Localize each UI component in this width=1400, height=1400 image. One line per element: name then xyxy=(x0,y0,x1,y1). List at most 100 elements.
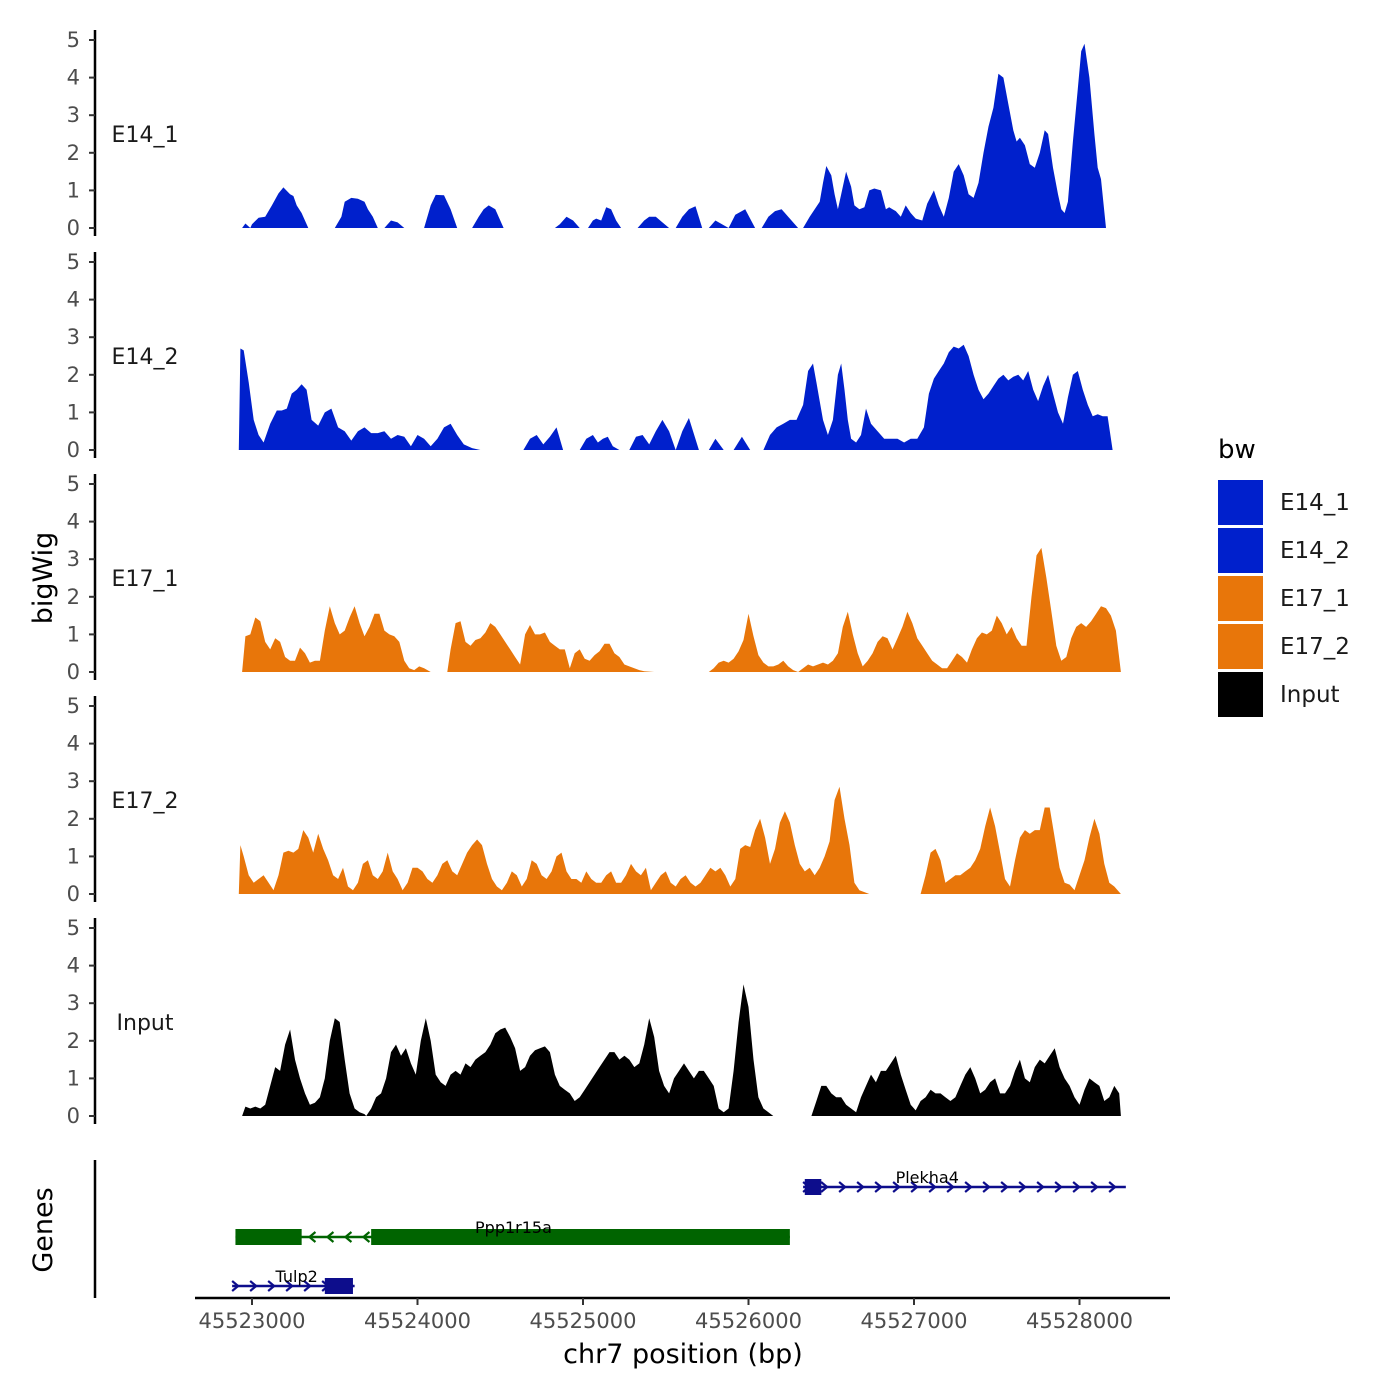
y-axis-title: bigWig xyxy=(28,532,59,625)
strand-arrow xyxy=(231,1280,240,1292)
track-label: E14_2 xyxy=(112,345,179,370)
x-tick-label: 45527000 xyxy=(861,1309,968,1333)
track-label: E17_1 xyxy=(112,567,179,592)
strand-arrow xyxy=(946,1181,955,1193)
signal-area xyxy=(733,436,751,450)
signal-area xyxy=(629,419,676,450)
strand-arrow xyxy=(820,1181,829,1193)
strand-arrow xyxy=(285,1280,294,1292)
y-tick-label: 1 xyxy=(67,178,80,202)
gene-exon xyxy=(235,1229,302,1245)
signal-area xyxy=(554,216,580,228)
signal-area xyxy=(242,187,309,228)
gene-Ppp1r15a: Ppp1r15a xyxy=(235,1218,790,1245)
track-E14_2: 0 1 2 3 4 5 E14_2 xyxy=(67,250,1121,462)
strand-arrow xyxy=(964,1181,973,1193)
signal-area xyxy=(579,435,620,450)
y-tick-label: 4 xyxy=(67,66,80,90)
legend-entry: E17_1 xyxy=(1218,576,1350,621)
y-tick-label: 1 xyxy=(67,622,80,646)
signal-area xyxy=(675,418,699,450)
track-label: Input xyxy=(117,1011,174,1036)
strand-arrow xyxy=(1054,1181,1063,1193)
legend-label: E14_1 xyxy=(1280,490,1350,516)
legend: bw E14_1 E14_2 E17_1 E17_2 Input xyxy=(1218,435,1350,717)
strand-arrow xyxy=(325,1231,335,1243)
strand-arrow xyxy=(1036,1181,1045,1193)
y-tick-label: 3 xyxy=(67,991,80,1015)
y-tick-label: 3 xyxy=(67,103,80,127)
legend-swatch xyxy=(1218,528,1263,573)
x-axis-title: chr7 position (bp) xyxy=(563,1339,803,1370)
gene-exon xyxy=(804,1179,822,1195)
signal-area xyxy=(803,43,1121,228)
y-tick-label: 0 xyxy=(67,882,80,906)
strand-arrow xyxy=(1108,1181,1117,1193)
strand-arrow xyxy=(1090,1181,1099,1193)
y-tick-label: 4 xyxy=(67,732,80,756)
y-tick-label: 3 xyxy=(67,547,80,571)
y-tick-label: 3 xyxy=(67,325,80,349)
signal-area xyxy=(334,197,378,228)
legend-entry: E14_1 xyxy=(1218,480,1350,525)
gene-label: Tulp2 xyxy=(275,1267,318,1286)
y-tick-label: 2 xyxy=(67,585,80,609)
x-axis: 45523000 45524000 45525000 45526000 45527000… xyxy=(195,1296,1170,1333)
track-E17_1: 0 1 2 3 4 5 E17_1 xyxy=(67,472,1121,684)
x-tick-label: 45523000 xyxy=(199,1309,306,1333)
signal-area xyxy=(472,205,504,228)
legend-label: E17_2 xyxy=(1280,634,1350,660)
strand-arrow xyxy=(856,1181,865,1193)
signal-area xyxy=(761,209,799,228)
y-tick-label: 2 xyxy=(67,1029,80,1053)
legend-swatch xyxy=(1218,480,1263,525)
signal-area xyxy=(763,344,1121,450)
signal-area xyxy=(811,1048,1121,1116)
signal-area xyxy=(708,547,1121,672)
signal-area xyxy=(728,209,756,228)
signal-area xyxy=(588,207,622,228)
signal-area xyxy=(675,206,703,228)
y-tick-label: 0 xyxy=(67,660,80,684)
legend-label: E17_1 xyxy=(1280,586,1350,612)
legend-entry: E14_2 xyxy=(1218,528,1350,573)
legend-swatch xyxy=(1218,624,1263,669)
y-tick-label: 5 xyxy=(67,28,80,52)
signal-area xyxy=(366,984,789,1116)
x-tick-label: 45528000 xyxy=(1026,1309,1133,1333)
strand-arrow xyxy=(361,1231,371,1243)
signal-area xyxy=(708,220,729,228)
legend-title: bw xyxy=(1218,435,1256,465)
y-tick-label: 1 xyxy=(67,844,80,868)
gene-label: Ppp1r15a xyxy=(475,1218,552,1237)
y-tick-label: 5 xyxy=(67,472,80,496)
y-tick-label: 5 xyxy=(67,694,80,718)
y-tick-label: 5 xyxy=(67,250,80,274)
signal-area xyxy=(242,606,435,672)
genes-axis-title: Genes xyxy=(28,1187,59,1272)
y-tick-label: 5 xyxy=(67,916,80,940)
strand-arrow xyxy=(249,1280,258,1292)
signal-area xyxy=(242,1018,367,1116)
strand-arrow xyxy=(267,1280,276,1292)
strand-arrow xyxy=(1072,1181,1081,1193)
legend-label: E14_2 xyxy=(1280,538,1350,564)
y-tick-label: 0 xyxy=(67,438,80,462)
strand-arrow xyxy=(892,1181,901,1193)
signal-area xyxy=(384,220,405,228)
x-tick-label: 45524000 xyxy=(364,1309,471,1333)
signal-area xyxy=(424,194,458,228)
signal-area xyxy=(637,216,670,228)
legend-swatch xyxy=(1218,672,1263,717)
signal-area xyxy=(238,786,905,894)
strand-arrow xyxy=(874,1181,883,1193)
legend-label: Input xyxy=(1280,682,1340,708)
signal-area xyxy=(238,348,481,450)
strand-arrow xyxy=(307,1231,317,1243)
y-tick-label: 4 xyxy=(67,954,80,978)
y-tick-label: 0 xyxy=(67,1104,80,1128)
y-tick-label: 1 xyxy=(67,400,80,424)
strand-arrow xyxy=(1000,1181,1009,1193)
genes-panel: Plekha4 Ppp1r15a Tulp2 xyxy=(93,1160,1126,1298)
